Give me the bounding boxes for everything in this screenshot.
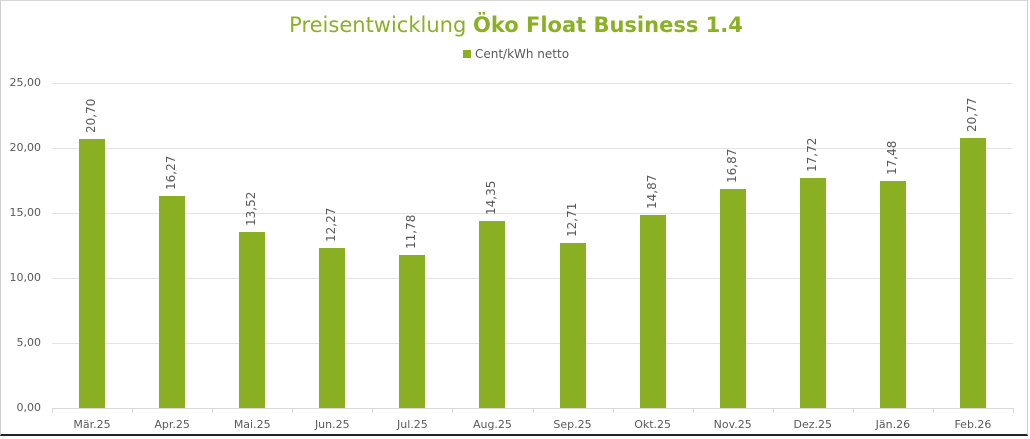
y-tick-label: 20,00 — [9, 141, 42, 154]
bar — [159, 196, 186, 408]
x-tick-label: Mär.25 — [73, 418, 111, 431]
x-tick-mark — [212, 408, 214, 413]
y-tick-label: 0,00 — [16, 401, 42, 414]
x-tick-label: Mai.25 — [233, 418, 271, 431]
data-label: 12,27 — [324, 208, 339, 243]
bar — [399, 254, 426, 408]
bar — [479, 221, 506, 408]
legend-label: Cent/kWh netto — [474, 47, 570, 61]
x-tick-mark — [852, 408, 854, 413]
x-tick-mark — [372, 408, 374, 413]
data-label: 17,72 — [804, 137, 819, 172]
x-tick-mark — [292, 408, 294, 413]
bar — [559, 242, 586, 408]
x-tick-label: Aug.25 — [472, 418, 512, 431]
x-tick-mark — [612, 408, 614, 413]
x-tick-label: Dez.25 — [793, 418, 833, 431]
x-tick-mark — [532, 408, 534, 413]
data-label: 13,52 — [244, 191, 259, 227]
gridline — [52, 343, 1013, 344]
x-tick-label: Nov.25 — [713, 418, 752, 431]
data-label: 16,87 — [724, 148, 739, 183]
data-label: 16,27 — [164, 156, 179, 191]
data-label: 17,48 — [884, 140, 899, 175]
gridline — [52, 213, 1013, 214]
bar — [79, 138, 106, 408]
x-tick-label: Sep.25 — [553, 418, 592, 431]
x-tick-label: Jun.25 — [314, 418, 350, 431]
x-tick-mark — [692, 408, 694, 413]
x-tick-mark — [772, 408, 774, 413]
bar — [639, 214, 666, 408]
chart-title: Preisentwicklung Öko Float Business 1.4 — [1, 13, 1030, 37]
data-label: 11,78 — [404, 214, 419, 249]
x-tick-mark — [132, 408, 134, 413]
x-tick-mark — [932, 408, 934, 413]
y-tick-label: 15,00 — [9, 206, 42, 219]
y-tick-label: 25,00 — [9, 76, 42, 89]
bar — [319, 248, 346, 408]
chart-title-bold: Öko Float Business 1.4 — [472, 13, 743, 37]
x-tick-mark — [452, 408, 454, 413]
bar — [799, 177, 826, 408]
x-tick-mark — [52, 408, 53, 413]
x-tick-label: Apr.25 — [154, 418, 190, 431]
chart-legend: Cent/kWh netto — [1, 47, 1030, 61]
bar — [719, 188, 746, 408]
gridline — [52, 83, 1013, 84]
legend-swatch-icon — [462, 50, 471, 58]
bar — [239, 232, 266, 408]
x-tick-label: Jän.26 — [875, 418, 911, 431]
y-tick-label: 5,00 — [16, 336, 42, 349]
x-tick-label: Jul.25 — [396, 418, 428, 431]
x-tick-label: Feb.26 — [954, 418, 992, 431]
bar — [879, 180, 906, 408]
bar — [959, 137, 986, 408]
data-label: 14,35 — [484, 181, 499, 216]
x-tick-mark — [1013, 408, 1014, 413]
gridline — [52, 278, 1013, 279]
data-label: 14,87 — [644, 174, 659, 209]
gridline — [52, 148, 1013, 149]
chart-title-regular: Preisentwicklung — [289, 13, 473, 37]
y-tick-label: 10,00 — [9, 271, 42, 284]
x-tick-label: Okt.25 — [634, 418, 672, 431]
data-label: 20,70 — [84, 98, 99, 133]
data-label: 12,71 — [564, 202, 579, 237]
data-label: 20,77 — [964, 97, 979, 132]
